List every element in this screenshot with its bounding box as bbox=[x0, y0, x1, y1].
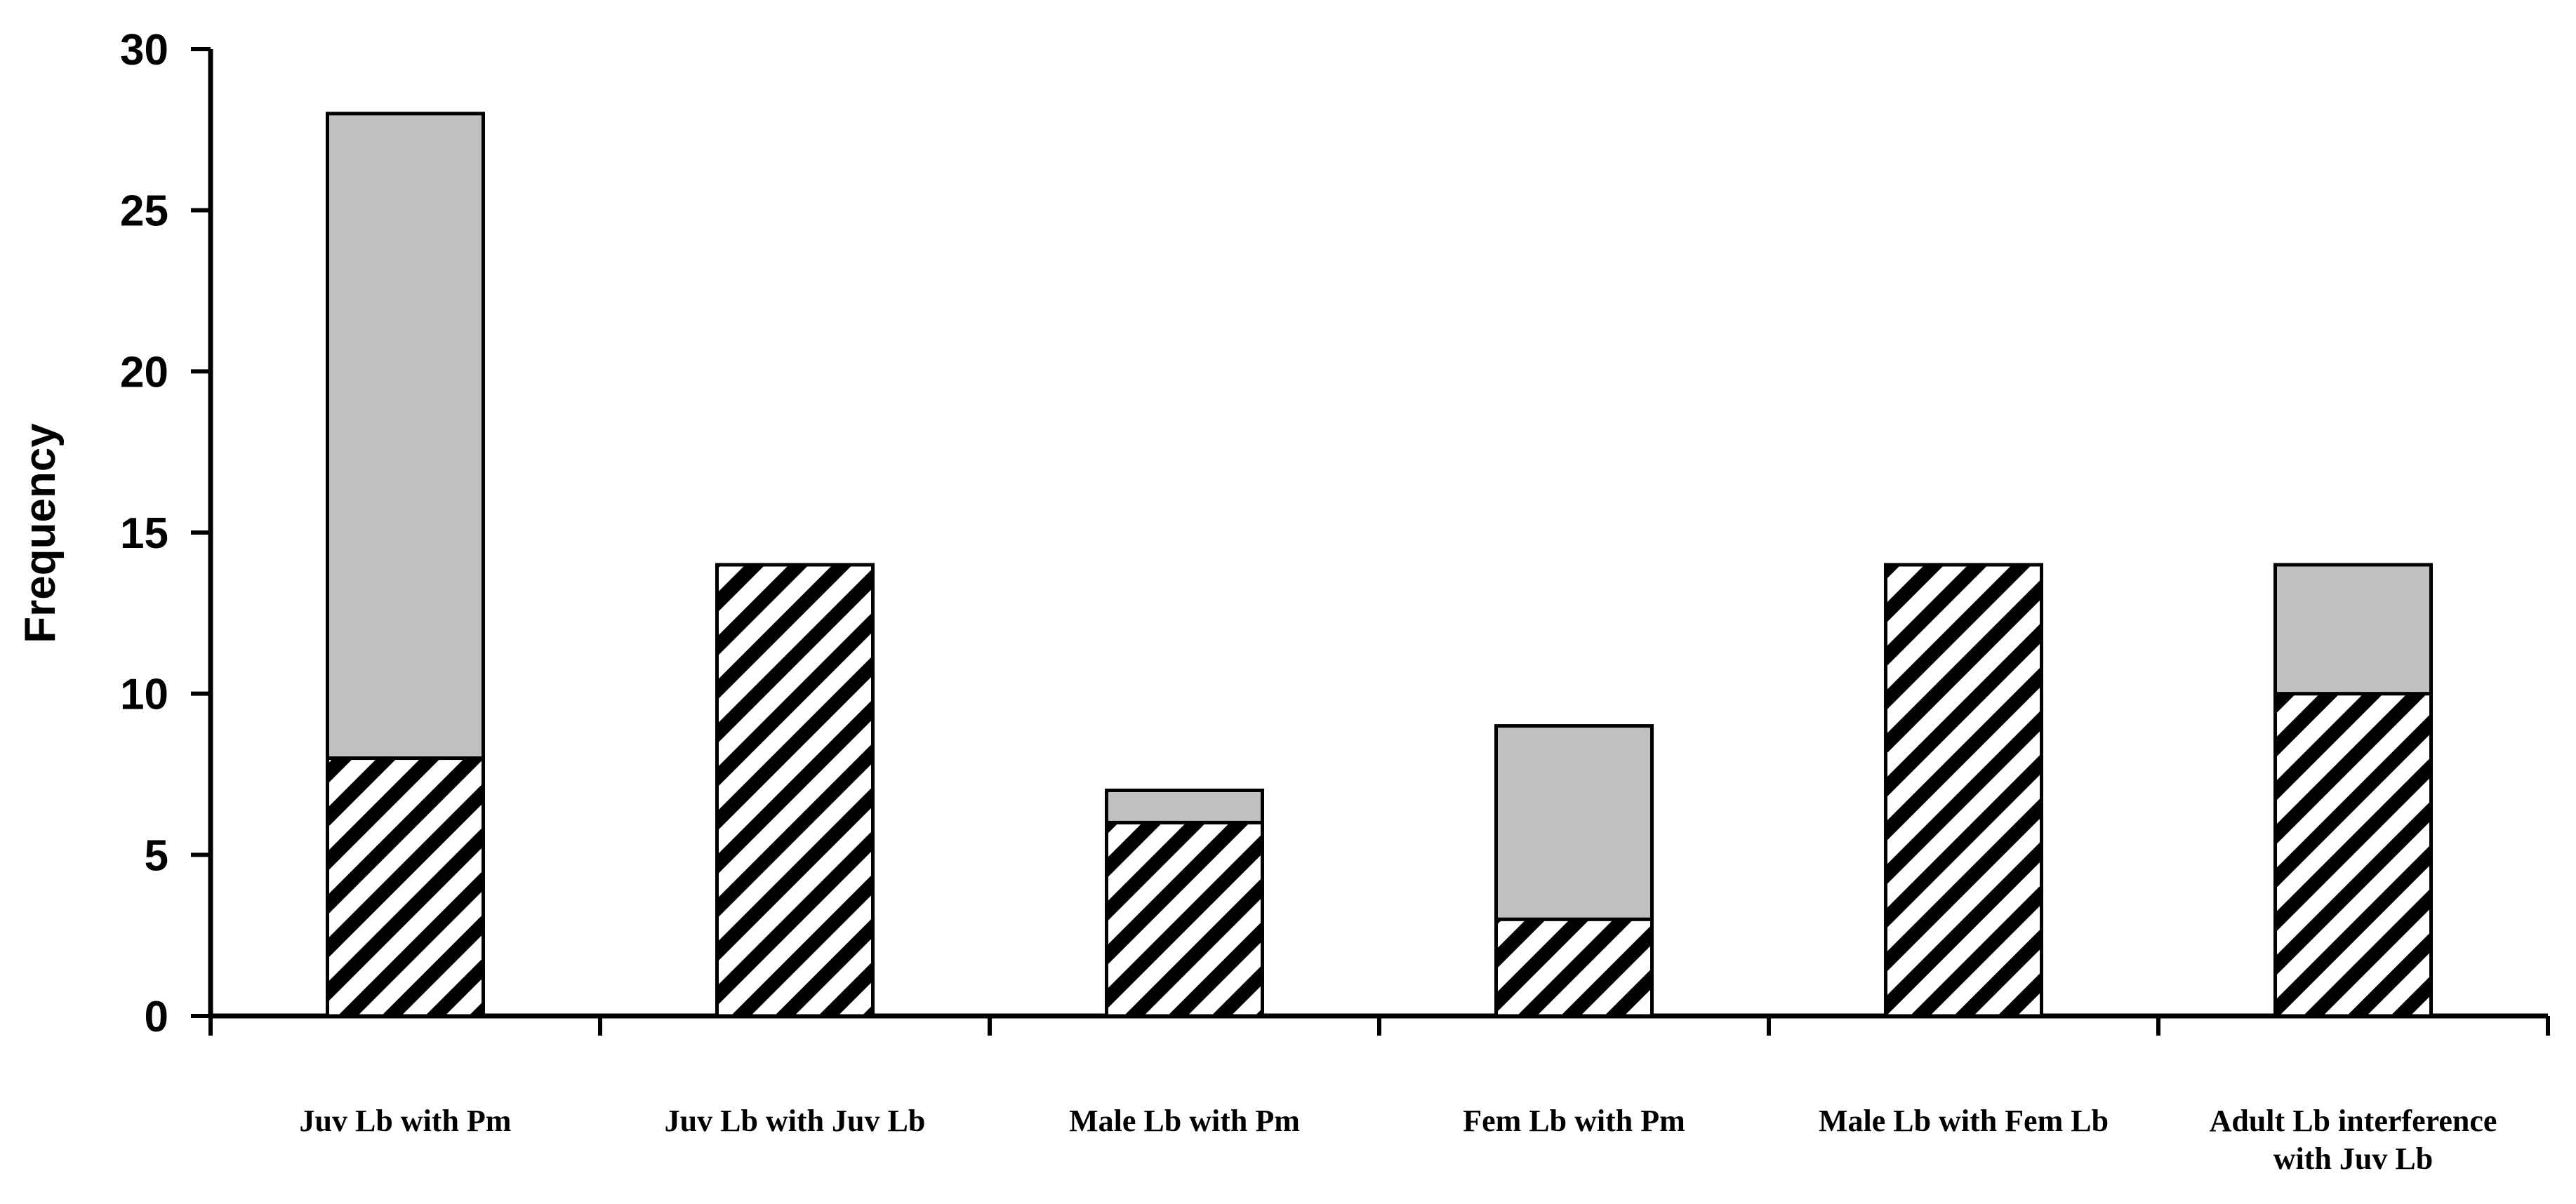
x-category-label: Adult Lb interference bbox=[2210, 1104, 2497, 1138]
plot-area: 0 5 10 15 20 25 30 Juv Lb with Pm Juv Lb with Ju… bbox=[120, 26, 2550, 1176]
x-category-label: with Juv Lb bbox=[2273, 1142, 2433, 1176]
bar-segment bbox=[1494, 917, 1654, 1018]
y-tick-label: 30 bbox=[120, 26, 168, 74]
bar-segment bbox=[326, 756, 485, 1018]
y-axis-title: Frequency bbox=[16, 423, 65, 643]
y-tick-label: 25 bbox=[120, 187, 168, 236]
y-tick-label: 20 bbox=[120, 348, 168, 396]
y-tick-label: 5 bbox=[145, 831, 168, 880]
bar-segment bbox=[1105, 820, 1264, 1018]
bar-segment bbox=[2273, 692, 2433, 1018]
bar-segment bbox=[1884, 563, 2043, 1018]
bar-segment bbox=[1494, 724, 1654, 921]
x-category-label: Juv Lb with Pm bbox=[300, 1104, 512, 1138]
x-category-label: Fem Lb with Pm bbox=[1463, 1104, 1685, 1138]
y-tick-label: 15 bbox=[120, 509, 168, 558]
bar-segment bbox=[1105, 788, 1264, 824]
y-tick-label: 0 bbox=[145, 993, 168, 1041]
x-category-label: Male Lb with Fem Lb bbox=[1819, 1104, 2109, 1138]
x-category-label: Juv Lb with Juv Lb bbox=[665, 1104, 926, 1138]
x-category-label: Male Lb with Pm bbox=[1069, 1104, 1300, 1138]
bar-segment bbox=[715, 563, 875, 1018]
bar-segment bbox=[2273, 563, 2433, 696]
y-tick-label: 10 bbox=[120, 671, 168, 719]
bar-segment bbox=[326, 112, 485, 761]
